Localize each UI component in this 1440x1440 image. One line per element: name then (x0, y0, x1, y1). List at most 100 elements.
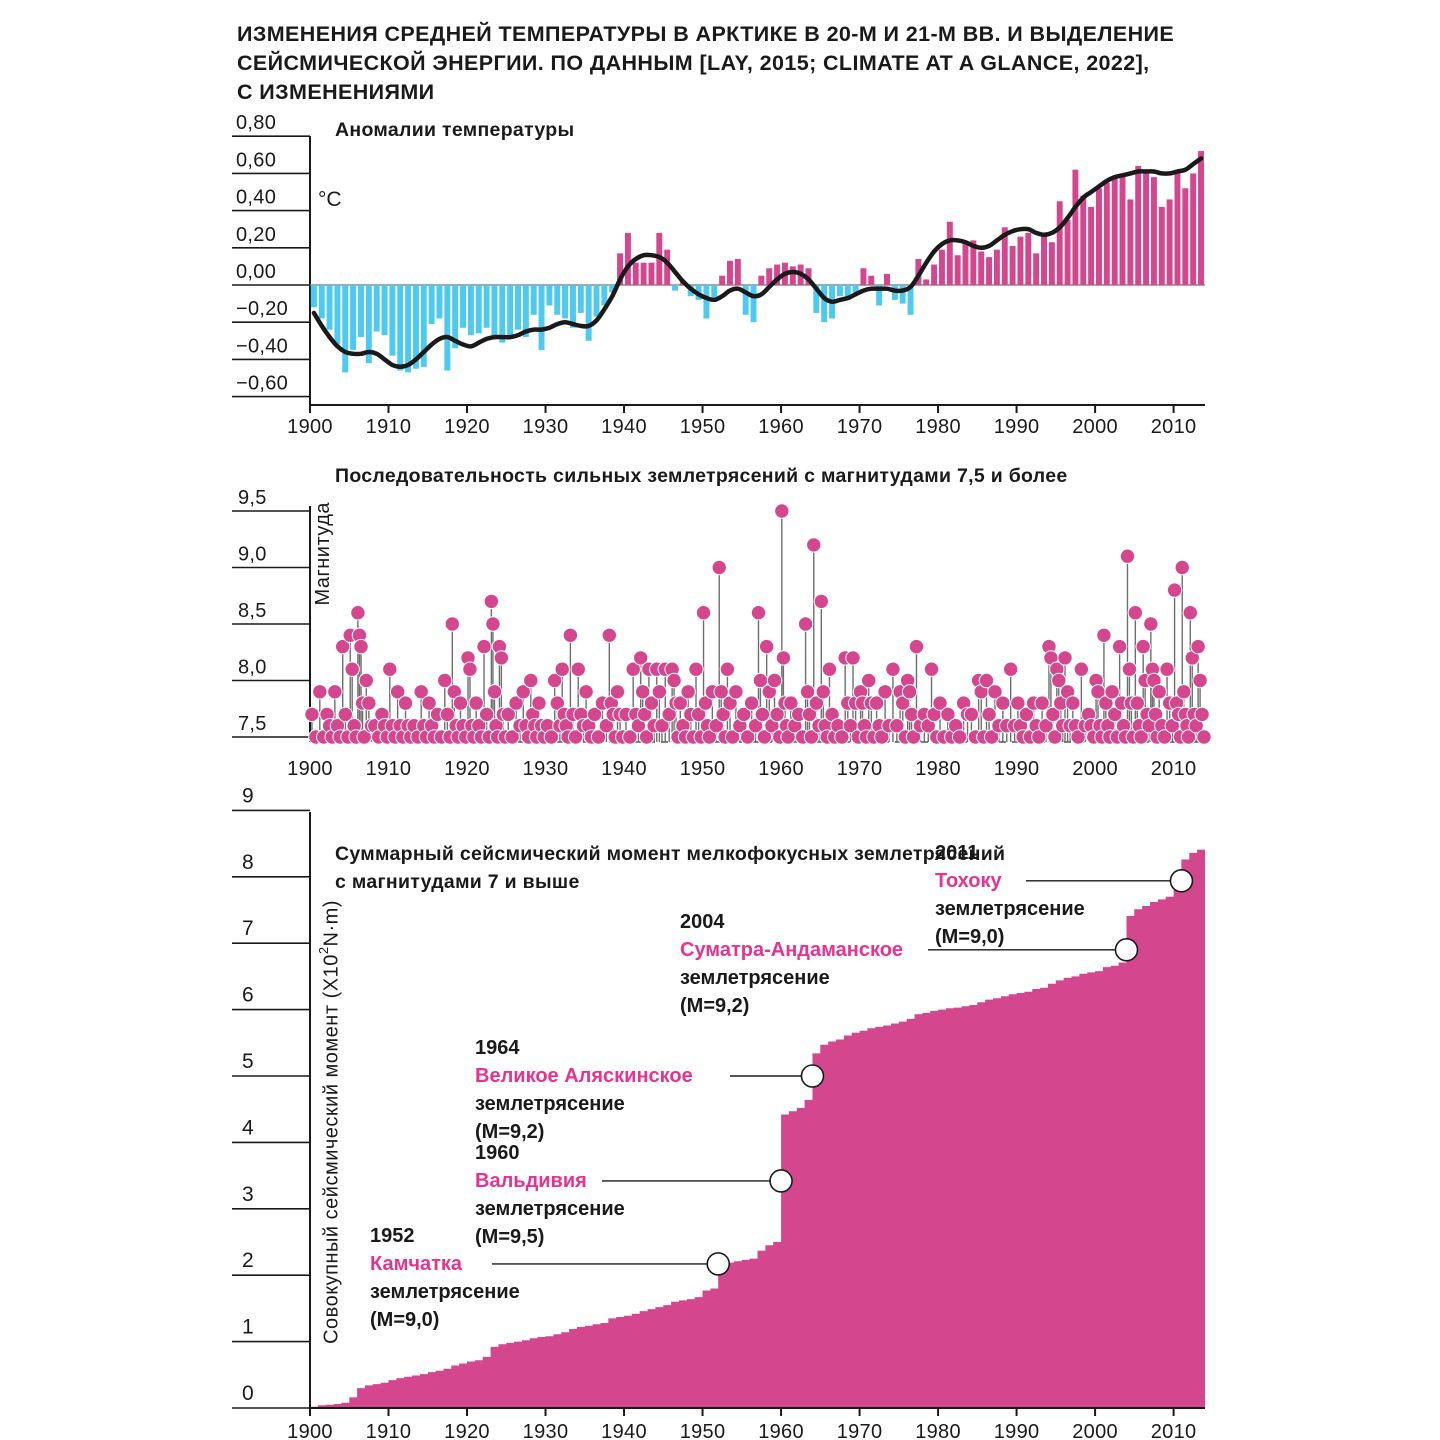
event-dot (389, 684, 406, 700)
temp-bar-negative (460, 285, 467, 328)
event-dot (808, 695, 825, 711)
temp-bar-positive (931, 264, 938, 285)
event-dot (578, 684, 594, 700)
event-dot (1045, 706, 1061, 723)
event-dot (680, 684, 696, 700)
temp-bar-positive (938, 249, 945, 285)
temp-bar-positive (1033, 253, 1040, 285)
event-dot (1192, 672, 1208, 689)
event-dot (861, 672, 877, 689)
temp-bar-positive (1041, 234, 1047, 285)
x-tick-label: 1950 (680, 416, 726, 438)
event-dot (877, 684, 893, 700)
event-dot (803, 729, 820, 745)
event-dot (815, 684, 831, 700)
temp-bar-positive (734, 258, 741, 285)
temp-bar-positive (1150, 177, 1157, 285)
temp-bar-positive (632, 262, 639, 285)
earthquake-annotation: 2004 Суматра-Андаманское землетрясение (М=9… (680, 908, 903, 1020)
event-dot (889, 718, 905, 734)
event-dot (567, 729, 584, 745)
temp-bar-positive (1166, 199, 1173, 285)
event-dot (1156, 729, 1173, 745)
event-dot (562, 627, 579, 643)
event-dot (728, 684, 744, 700)
y-tick-label: 5 (242, 1050, 254, 1073)
event-dot (353, 638, 369, 655)
x-tick-label: 1920 (444, 1421, 490, 1440)
event-dot (978, 672, 995, 689)
event-dot (344, 661, 360, 677)
x-tick-label: 1900 (287, 758, 333, 780)
x-tick-label: 1980 (915, 1421, 961, 1440)
y-tick-label: 9,5 (238, 487, 267, 509)
event-dot (708, 718, 724, 734)
event-dot (758, 638, 775, 655)
event-dot (1194, 706, 1210, 723)
earthquake-annotation: 1952 Камчатка землетрясение (М=9,0) (370, 1222, 520, 1334)
annotation-magnitude: (М=9,5) (475, 1226, 545, 1248)
temp-bar-negative (373, 285, 380, 332)
temp-bar-negative (389, 285, 396, 356)
temp-bar-negative (405, 285, 412, 373)
event-dot (1051, 672, 1067, 689)
temp-bar-positive (1009, 245, 1016, 285)
event-dot (1002, 661, 1019, 677)
temp-bar-negative (522, 285, 529, 338)
temp-bar-positive (1190, 173, 1197, 285)
y-tick-label: −0,20 (236, 298, 288, 320)
event-dot (885, 661, 901, 677)
event-dot (774, 503, 790, 519)
event-dot (715, 706, 731, 723)
event-dot (601, 627, 618, 643)
temperature-chart (232, 135, 1205, 413)
event-dot (1176, 684, 1192, 700)
event-dot (747, 718, 764, 734)
event-dot (633, 650, 649, 666)
temp-bar-negative (711, 285, 718, 302)
temp-bar-positive (617, 253, 624, 285)
temp-bar-positive (1127, 199, 1134, 285)
event-dot (598, 718, 615, 734)
temp-bar-negative (334, 285, 341, 345)
temp-bar-positive (766, 268, 773, 285)
event-dot (1159, 661, 1175, 677)
y-tick-label: −0,40 (236, 335, 288, 357)
event-dot (895, 695, 911, 711)
x-tick-label: 1910 (366, 1421, 412, 1440)
annotation-circle-marker (1114, 938, 1139, 962)
event-dot (312, 684, 328, 700)
event-dot (1182, 605, 1198, 621)
event-dot (799, 684, 816, 700)
cumulative-moment-area (310, 849, 1205, 1408)
earthquake-annotation: 2011 Тохоку землетрясение (М=9,0) (935, 839, 1085, 951)
annotation-circle-marker (706, 1252, 731, 1276)
y-tick-label: 0 (242, 1382, 254, 1405)
annotation-magnitude: (М=9,2) (680, 995, 750, 1017)
event-dot (1073, 661, 1090, 677)
event-dot (797, 616, 814, 632)
event-dot (1129, 695, 1145, 711)
event-dot (508, 695, 524, 711)
event-dot (739, 729, 756, 745)
event-dot (500, 706, 516, 723)
temp-bar-negative (530, 285, 537, 315)
event-dot (932, 695, 948, 711)
temp-bar-negative (609, 285, 616, 293)
event-dot (1196, 729, 1212, 745)
annotation-circle-marker (1169, 868, 1194, 893)
event-dot (643, 695, 660, 711)
temp-bar-negative (310, 285, 317, 308)
temp-bar-negative (813, 285, 820, 313)
event-dot (1018, 706, 1035, 723)
y-tick-label: 8,5 (238, 600, 267, 622)
event-dot (439, 706, 456, 723)
event-dot (756, 729, 773, 745)
x-tick-label: 1910 (366, 416, 412, 438)
event-dot (1121, 661, 1138, 677)
temp-bar-negative (585, 285, 592, 341)
event-dot (523, 672, 539, 689)
temp-bar-positive (1072, 169, 1079, 285)
event-dot (485, 616, 501, 632)
temp-bar-negative (821, 285, 828, 323)
